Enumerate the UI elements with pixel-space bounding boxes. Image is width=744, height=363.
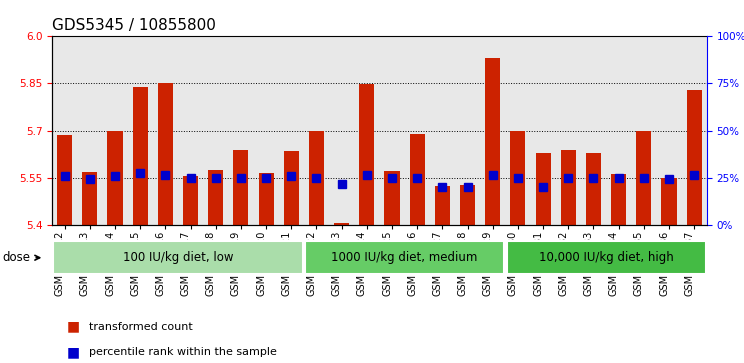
Bar (107, 131, 123, 225)
Bar (687, 90, 702, 225)
Bar (410, 134, 425, 225)
Bar (334, 224, 349, 225)
Bar (208, 170, 223, 225)
Text: 100 IU/kg diet, low: 100 IU/kg diet, low (123, 251, 233, 264)
Text: GDS5345 / 10855800: GDS5345 / 10855800 (52, 18, 216, 33)
Bar (259, 173, 274, 225)
Text: ■: ■ (67, 320, 80, 334)
Bar (183, 176, 198, 225)
Text: transformed count: transformed count (89, 322, 193, 332)
Bar (636, 131, 652, 225)
Bar (158, 83, 173, 225)
Bar (510, 131, 525, 225)
Bar (132, 87, 148, 225)
Bar (385, 171, 400, 225)
Text: percentile rank within the sample: percentile rank within the sample (89, 347, 278, 357)
Bar (586, 153, 601, 225)
FancyBboxPatch shape (54, 241, 303, 274)
Bar (57, 135, 72, 225)
Bar (434, 186, 450, 225)
Bar (561, 150, 576, 225)
Bar (283, 151, 299, 225)
Text: ■: ■ (67, 345, 80, 359)
Bar (611, 174, 626, 225)
Bar (460, 185, 475, 225)
Text: 10,000 IU/kg diet, high: 10,000 IU/kg diet, high (539, 251, 673, 264)
Bar (661, 179, 676, 225)
FancyBboxPatch shape (507, 241, 705, 274)
Bar (359, 84, 374, 225)
Text: dose: dose (3, 251, 39, 264)
Text: 1000 IU/kg diet, medium: 1000 IU/kg diet, medium (331, 251, 478, 264)
Bar (536, 153, 551, 225)
Bar (485, 58, 500, 225)
Bar (83, 172, 97, 225)
Bar (234, 150, 248, 225)
FancyBboxPatch shape (305, 241, 504, 274)
Bar (309, 131, 324, 225)
